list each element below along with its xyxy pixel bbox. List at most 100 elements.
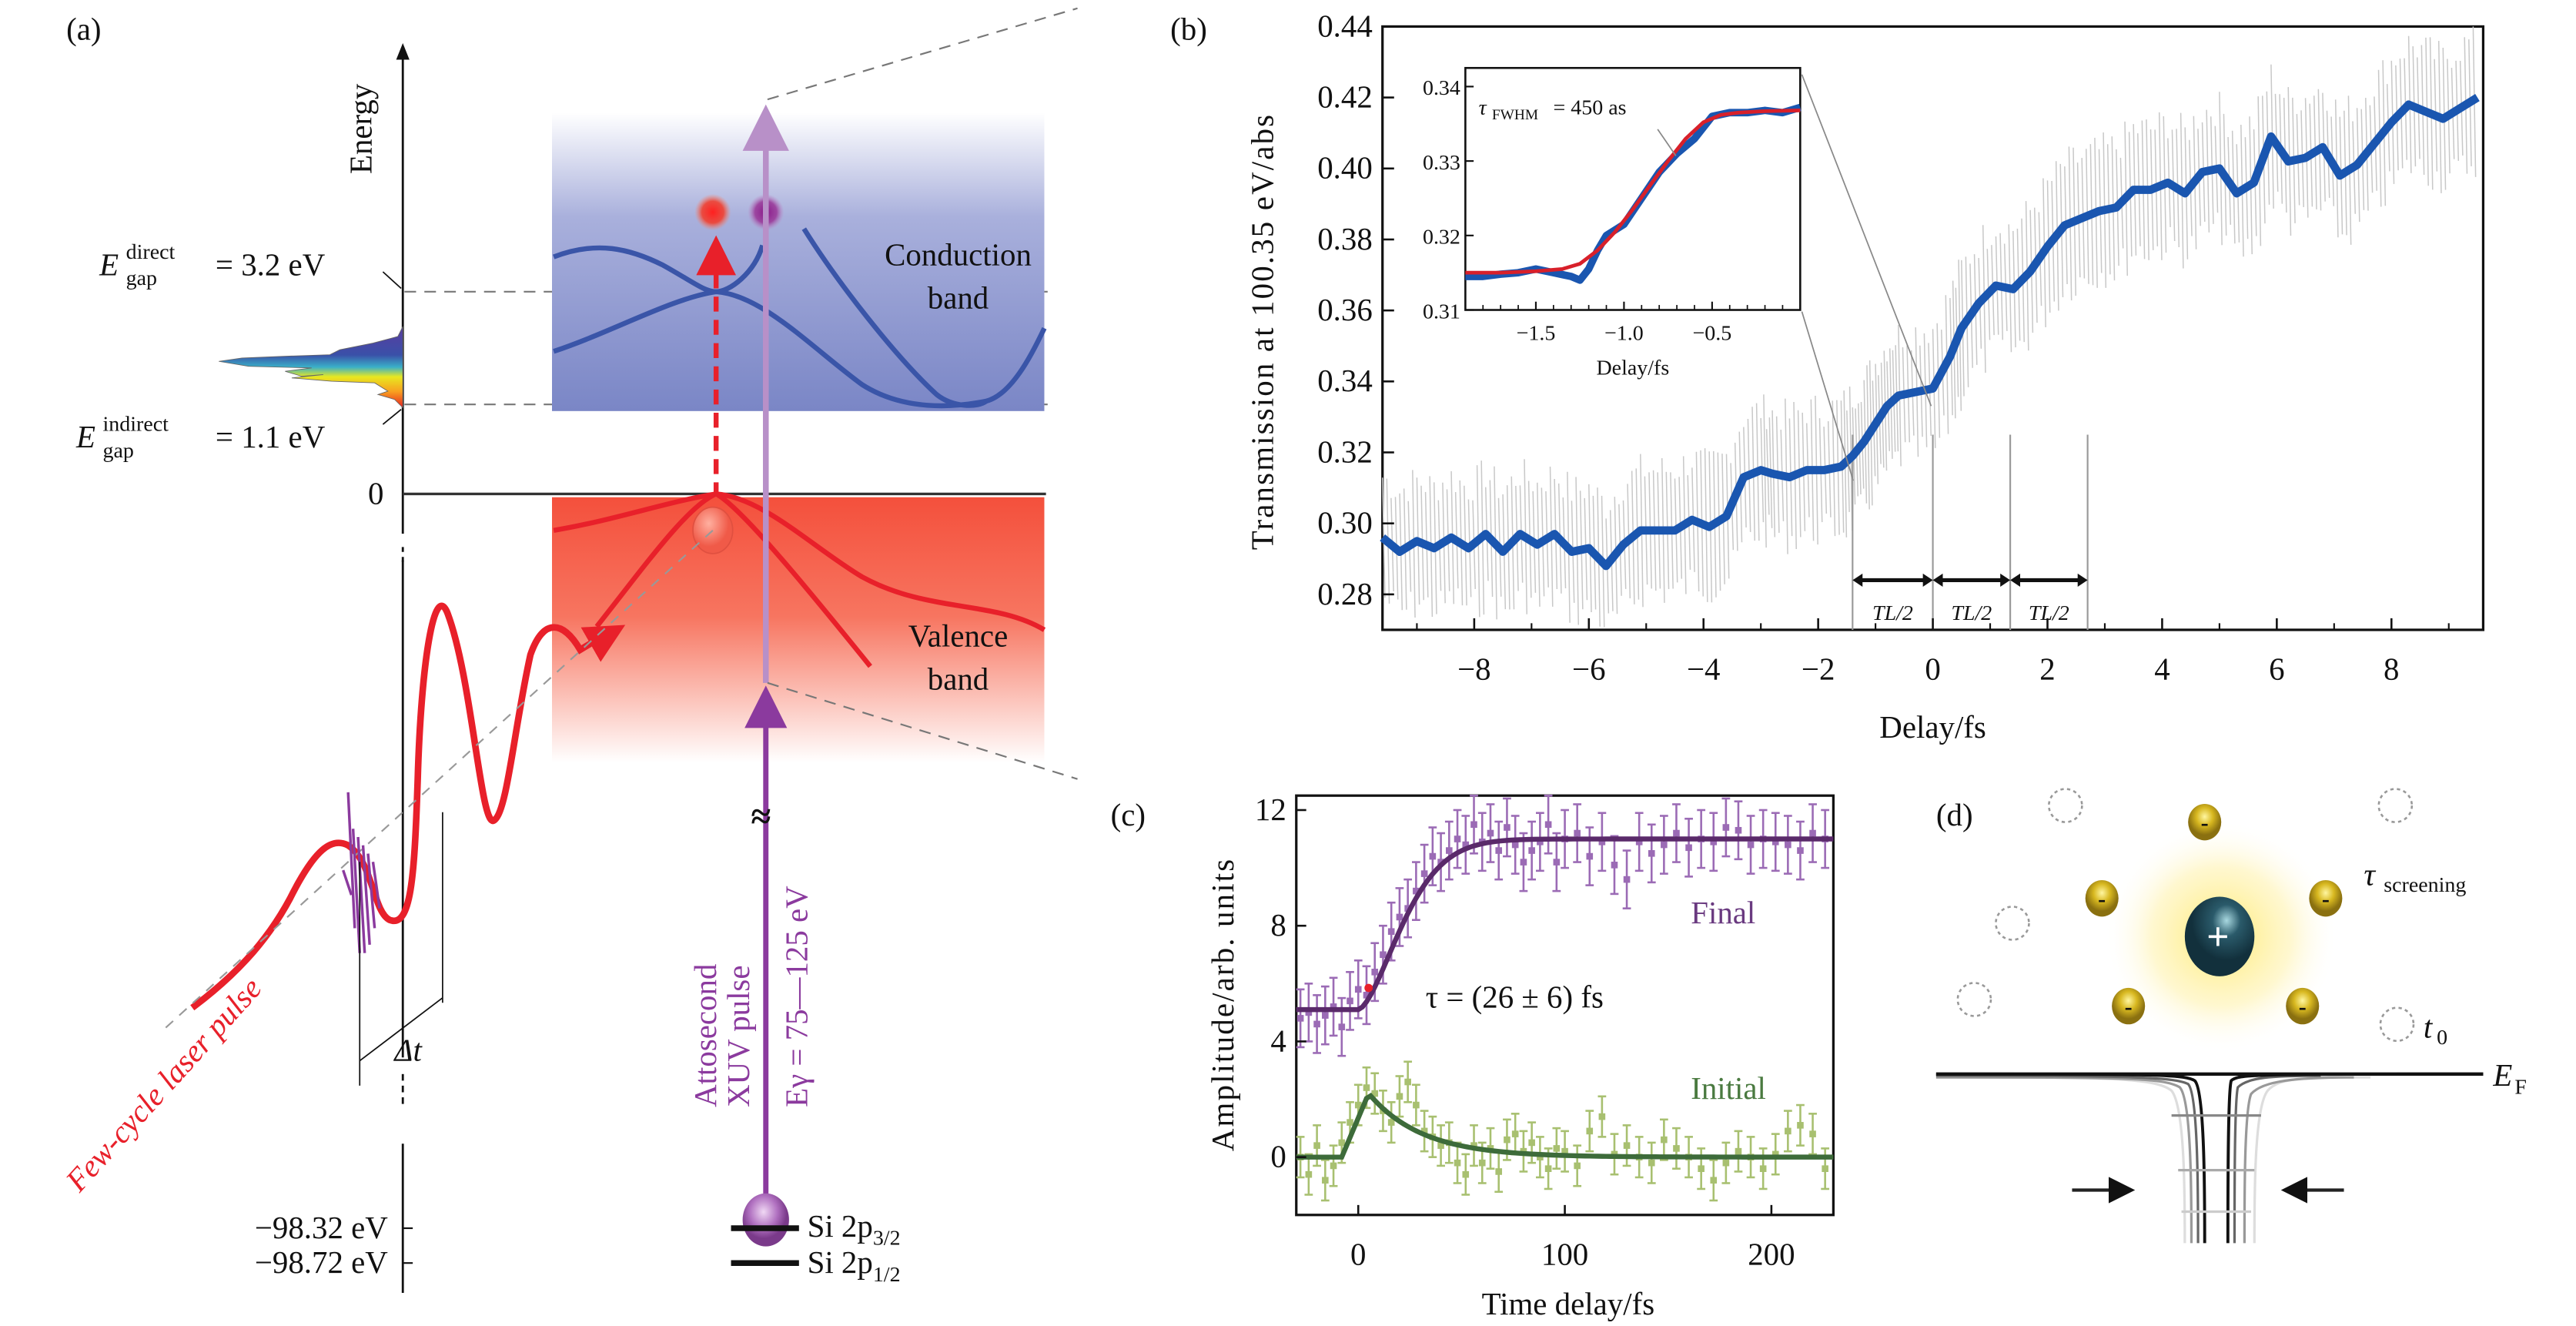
excited-electron-red: [694, 193, 731, 231]
delay-label: Δt: [393, 1033, 423, 1068]
fit-line-final: [1296, 836, 1834, 1013]
data-point-initial: [1561, 1147, 1568, 1155]
svg-text:-: -: [2098, 886, 2106, 912]
panel-c: (c) 0 100 200 0 4 8 12 Amplitude/arb. units Ti…: [1111, 792, 1835, 1321]
chart-c-ylabel: Amplitude/arb. units: [1206, 858, 1240, 1151]
data-point-initial: [1420, 1127, 1428, 1135]
data-point-final: [1785, 841, 1791, 849]
chart-b-xlabel: Delay/fs: [1879, 710, 1986, 745]
inset-x-tick-label: −0.5: [1692, 321, 1731, 345]
data-point-initial: [1371, 1090, 1379, 1097]
data-point-final: [1487, 829, 1494, 837]
data-point-final: [1611, 862, 1618, 869]
data-point-initial: [1648, 1159, 1655, 1167]
y-tick-label: 0.36: [1317, 293, 1373, 327]
potential-wells: [1935, 1072, 2484, 1244]
data-point-final: [1296, 1015, 1304, 1022]
data-point-initial: [1623, 1142, 1631, 1149]
data-point-initial: [1396, 1093, 1403, 1100]
laser-spectrum: [219, 326, 403, 409]
data-point-initial: [1347, 1119, 1353, 1126]
xuv-label-2: XUV pulse: [721, 966, 756, 1107]
data-point-initial: [1454, 1159, 1461, 1167]
energy-axis-label: Energy: [343, 83, 378, 174]
data-point-final: [1413, 887, 1420, 895]
axis-break-top: [391, 534, 415, 561]
electron: -: [2309, 879, 2343, 917]
x-tick-label: −8: [1457, 652, 1491, 687]
data-point-initial: [1504, 1136, 1510, 1144]
svg-text:FWHM: FWHM: [1492, 107, 1538, 123]
data-point-final: [1537, 838, 1544, 845]
x-tick-label: 100: [1541, 1237, 1588, 1271]
delay-bracket-diagonal: [359, 997, 443, 1062]
svg-text:E: E: [99, 247, 119, 282]
x-tick-label: −2: [1802, 652, 1835, 687]
gap-indirect-label: E indirect gap = 1.1 eV: [75, 413, 326, 463]
svg-text:-: -: [2299, 993, 2307, 1020]
core-level-label-2: Si 2p1/2: [808, 1245, 901, 1287]
x-tick-label: −4: [1687, 652, 1721, 687]
x-tick-label: 6: [2269, 652, 2284, 687]
panel-label-a: (a): [66, 12, 101, 47]
svg-text:= 3.2 eV: = 3.2 eV: [216, 247, 326, 282]
data-point-final: [1354, 986, 1362, 993]
inset-x-tick-label: −1.0: [1604, 321, 1644, 345]
data-point-initial: [1771, 1150, 1779, 1158]
data-point-final: [1553, 859, 1561, 866]
svg-text:-: -: [2125, 993, 2133, 1020]
y-tick-label: 8: [1270, 908, 1286, 943]
gap-direct-label: E direct gap = 3.2 eV: [99, 240, 326, 290]
x-tick-label: −6: [1572, 652, 1606, 687]
data-point-final: [1511, 841, 1519, 849]
xuv-label-1: Attosecond: [688, 964, 723, 1107]
data-point-final: [1747, 841, 1755, 849]
y-tick-label: 0.38: [1317, 222, 1373, 256]
svg-text:-: -: [2201, 809, 2209, 835]
data-point-initial: [1785, 1127, 1791, 1135]
half-period-arrow-head-icon: [1852, 573, 1933, 588]
svg-text:E: E: [75, 420, 95, 454]
electron: -: [2085, 879, 2119, 917]
series-line-smoothed-transmission: [1380, 94, 2480, 571]
data-point-initial: [1305, 1170, 1313, 1178]
valence-band-label-2: band: [928, 661, 989, 696]
panel-label-c: (c): [1111, 798, 1146, 832]
data-point-initial: [1338, 1139, 1346, 1147]
svg-text:t: t: [2424, 1010, 2434, 1044]
inset-annotation: τ FWHM = 450 as: [1479, 96, 1627, 123]
data-point-final: [1661, 841, 1668, 849]
data-point-final: [1313, 1020, 1320, 1028]
y-tick-label: 0.44: [1317, 8, 1373, 43]
conduction-band-curves: [552, 227, 1047, 409]
data-point-initial: [1413, 1101, 1420, 1109]
svg-text:gap: gap: [126, 266, 157, 290]
data-point-initial: [1511, 1130, 1519, 1137]
svg-text:-: -: [2322, 886, 2330, 912]
data-point-initial: [1387, 1119, 1395, 1126]
data-point-final: [1673, 829, 1680, 837]
y-tick-label: 0.34: [1317, 363, 1373, 398]
data-point-initial: [1759, 1165, 1767, 1172]
data-point-initial: [1722, 1159, 1730, 1167]
data-point-initial: [1437, 1142, 1444, 1149]
data-point-final: [1809, 829, 1816, 837]
data-point-final: [1322, 1012, 1329, 1019]
tau-marker: [1364, 983, 1373, 993]
core-energy-1: −98.32 eV: [255, 1210, 388, 1245]
data-point-final: [1520, 859, 1527, 866]
data-point-final: [1710, 838, 1718, 845]
data-point-final: [1363, 992, 1370, 999]
data-point-initial: [1470, 1142, 1477, 1149]
data-point-final: [1735, 826, 1742, 834]
data-point-final: [1380, 951, 1387, 959]
data-point-final: [1598, 838, 1606, 845]
legend-initial: Initial: [1691, 1071, 1766, 1106]
svg-text:τ: τ: [2364, 857, 2376, 892]
svg-text:screening: screening: [2384, 873, 2466, 897]
y-tick-label: 0.42: [1317, 80, 1373, 115]
laser-arrow-head: [580, 624, 626, 662]
laser-pulse-label: Few-cycle laser pulse: [59, 971, 269, 1199]
data-point-final: [1544, 821, 1552, 829]
